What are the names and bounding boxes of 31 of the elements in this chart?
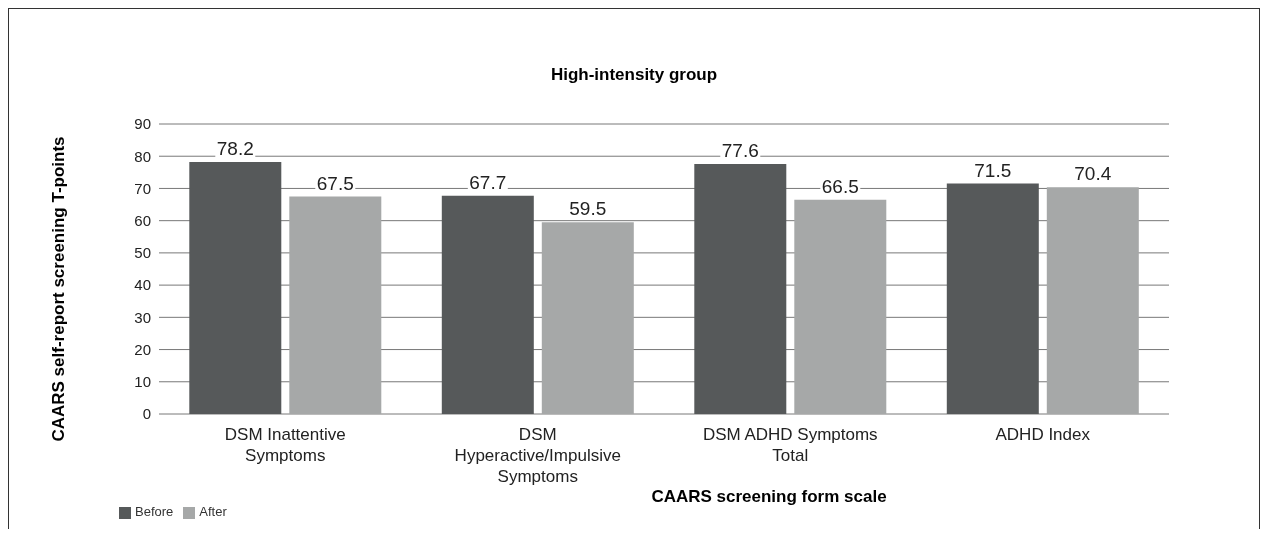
y-tick-label: 10 <box>134 373 151 391</box>
y-tick-label: 20 <box>134 340 151 358</box>
data-label: 66.5 <box>821 175 859 197</box>
x-tick-label: DSM Hyperactive/Impulsive Symptoms <box>454 425 621 486</box>
data-label: 59.5 <box>569 198 607 220</box>
x-tick-label: ADHD Index <box>995 425 1091 444</box>
data-label: 78.2 <box>216 138 254 160</box>
data-label: 71.5 <box>974 159 1012 181</box>
x-tick-label: DSM Inattentive Symptoms <box>224 425 346 465</box>
y-tick-label: 30 <box>134 308 151 326</box>
y-tick-label: 80 <box>134 147 151 165</box>
y-tick-label: 60 <box>134 211 151 229</box>
y-tick-label: 90 <box>134 115 151 133</box>
y-tick-label: 70 <box>134 179 151 197</box>
y-tick-label: 40 <box>134 276 151 294</box>
data-label: 77.6 <box>721 139 759 161</box>
data-label: 67.7 <box>469 171 507 193</box>
data-label: 70.4 <box>1074 163 1112 185</box>
legend-label: Before <box>135 504 174 519</box>
bar <box>289 196 382 414</box>
y-tick-label: 50 <box>134 244 151 262</box>
bar <box>1046 187 1139 414</box>
data-label: 67.5 <box>316 172 354 194</box>
x-axis-title: CAARS screening form scale <box>650 487 888 507</box>
bar <box>794 199 887 414</box>
legend-label: After <box>199 504 227 519</box>
bar <box>541 222 634 414</box>
chart-title: High-intensity group <box>549 65 719 85</box>
y-axis-title: CAARS self-report screening T-points <box>49 136 69 442</box>
y-tick-label: 0 <box>142 405 151 423</box>
x-tick-label: DSM ADHD Symptoms Total <box>702 425 878 465</box>
